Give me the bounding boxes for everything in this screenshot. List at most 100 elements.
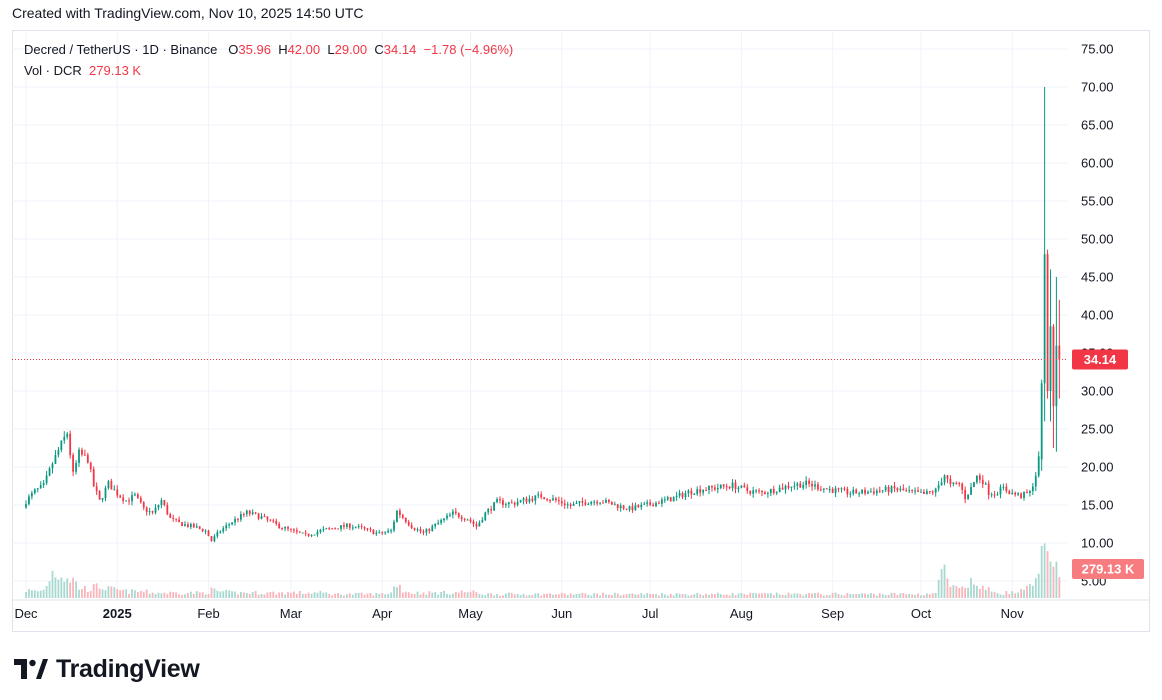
volume-bar [569,593,572,598]
candle [1002,483,1005,491]
candle-body [416,529,419,531]
price-tick-label: 75.00 [1081,42,1114,57]
volume-bar [690,595,693,598]
candle-body [451,511,454,515]
candle [469,517,472,524]
candle-body [690,490,693,495]
candle [1055,277,1058,452]
candle [25,500,27,509]
chart-legend: Decred / TetherUS · 1D · Binance O35.96 … [24,39,513,81]
volume-bar [83,586,86,598]
candle [348,523,351,531]
volume-bar [72,577,75,598]
candle [828,485,831,493]
volume-bar [351,594,354,598]
candle [1052,324,1055,448]
candle [817,481,819,492]
candle [481,517,484,523]
candle [890,485,893,494]
candle-body [25,504,27,508]
candle-body [952,482,955,485]
volume-bar [822,595,825,598]
candle-body [646,502,649,504]
symbol-title[interactable]: Decred / TetherUS · 1D · Binance [24,42,218,57]
candle-body [534,495,537,501]
candle-body [846,488,849,495]
candle [766,491,769,498]
volume-bar [481,594,484,598]
volume-bar [722,594,725,598]
volume-bar [566,595,569,598]
candle-body [101,497,104,500]
candle [905,487,908,492]
candle [398,508,401,519]
volume-bar [110,586,113,598]
candle [519,499,522,503]
candle-body [999,487,1002,495]
candle-body [343,525,345,527]
volume-bar [78,589,80,598]
candle [72,452,75,477]
volume-bar [42,589,45,598]
candle-body [422,531,425,533]
candle-body [157,505,160,508]
candle [663,496,666,504]
candle-body [257,513,260,519]
candle [287,525,289,532]
volume-bar [487,593,490,598]
volume-bar [1020,589,1022,598]
candle [755,488,758,494]
candle [846,486,849,498]
candle-body [858,493,861,495]
candle [525,496,528,505]
candle-body [569,504,572,506]
candle [331,527,334,530]
volume-bar [575,593,578,598]
candle-body [166,505,169,515]
tradingview-logo[interactable]: TradingView [14,655,200,683]
volume-bar [540,595,543,598]
candle-body [566,504,569,506]
volume-bar [478,594,481,598]
volume-bar [310,593,313,598]
volume-bar [578,593,581,598]
volume-bar [858,593,861,598]
candle-body [728,486,731,489]
volume-bar [637,594,640,598]
volume-bar [216,590,219,598]
candle-body [375,532,378,535]
candlestick-chart[interactable]: 5.0010.0015.0020.0025.0030.0035.0040.004… [12,30,1150,632]
candle [867,490,869,495]
volume-bar [814,592,816,598]
volume-label[interactable]: Vol · DCR [24,63,82,78]
candle [884,484,887,492]
candle-body [142,502,145,508]
candle [684,490,687,501]
time-tick-label: Sep [821,606,844,621]
candle-body [525,498,528,502]
last-price-badge-text: 34.14 [1084,352,1117,367]
candle-body [931,491,934,493]
candle-body [387,530,390,533]
candle-body [443,518,445,521]
candle-body [245,510,248,515]
candle [802,481,805,491]
candle-body [557,500,560,502]
volume-bar [525,595,528,598]
volume-bar [499,595,501,598]
candle-body [702,490,705,493]
candle [1026,489,1028,494]
candle-body [169,514,172,518]
candle-body [51,463,54,469]
candle-body [608,500,610,503]
volume-bar [281,592,284,598]
candle [705,487,707,492]
candle [631,502,634,513]
candle-body [1031,486,1034,492]
candle-body [575,502,578,504]
candle-body [543,497,546,500]
candle-body [1037,456,1040,476]
candle [48,466,51,477]
candle [628,505,631,512]
volume-bar [755,593,758,598]
